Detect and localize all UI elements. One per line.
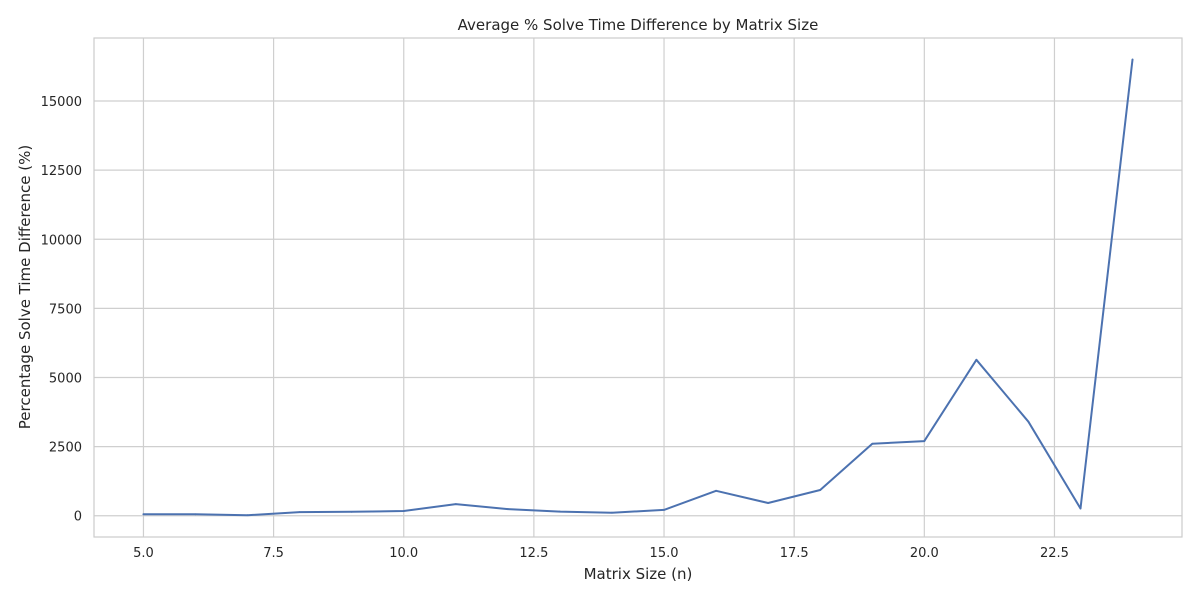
y-tick-label: 0 — [74, 510, 82, 525]
x-tick-label: 7.5 — [263, 546, 284, 561]
data-point — [402, 510, 405, 512]
data-point — [298, 511, 301, 514]
y-tick-label: 2500 — [49, 441, 82, 456]
data-point — [715, 489, 717, 492]
y-axis-label: Percentage Solve Time Difference (%) — [16, 145, 34, 429]
data-point — [767, 502, 770, 504]
data-point — [1131, 58, 1134, 61]
series-layer — [142, 58, 1134, 517]
x-tick-label: 20.0 — [910, 546, 939, 561]
data-point — [1027, 420, 1030, 423]
chart-title: Average % Solve Time Difference by Matri… — [458, 16, 819, 34]
y-tick-label: 12500 — [41, 164, 82, 179]
plot-frame — [93, 37, 1183, 538]
data-point — [454, 503, 457, 506]
data-point — [611, 511, 613, 514]
x-tick-label: 12.5 — [519, 546, 548, 561]
x-tick-label: 5.0 — [133, 546, 154, 561]
x-axis-label: Matrix Size (n) — [584, 565, 693, 583]
data-point — [506, 508, 509, 510]
x-tick-label: 15.0 — [650, 546, 679, 561]
data-point — [819, 489, 822, 491]
data-point — [142, 513, 145, 516]
data-point — [663, 509, 665, 511]
y-tick-label: 10000 — [41, 233, 82, 248]
data-point — [975, 358, 978, 361]
data-point — [871, 442, 874, 445]
data-point — [194, 513, 197, 516]
y-axis-ticks: 0 2500 5000 7500 10000 12500 15000 — [41, 95, 82, 525]
y-tick-label: 15000 — [41, 95, 82, 110]
x-axis-ticks: 5.0 7.5 10.0 12.5 15.0 17.5 20.0 22.5 — [133, 546, 1069, 561]
x-tick-label: 10.0 — [389, 546, 418, 561]
x-tick-label: 17.5 — [780, 546, 809, 561]
data-point — [559, 510, 561, 513]
data-point — [246, 514, 249, 517]
y-tick-label: 5000 — [49, 371, 82, 386]
data-point — [923, 440, 926, 442]
grid-lines — [94, 38, 1182, 537]
data-point — [350, 510, 353, 513]
series-line — [142, 58, 1134, 517]
y-tick-label: 7500 — [49, 302, 82, 317]
x-tick-label: 22.5 — [1040, 546, 1069, 561]
data-point — [1079, 507, 1082, 510]
